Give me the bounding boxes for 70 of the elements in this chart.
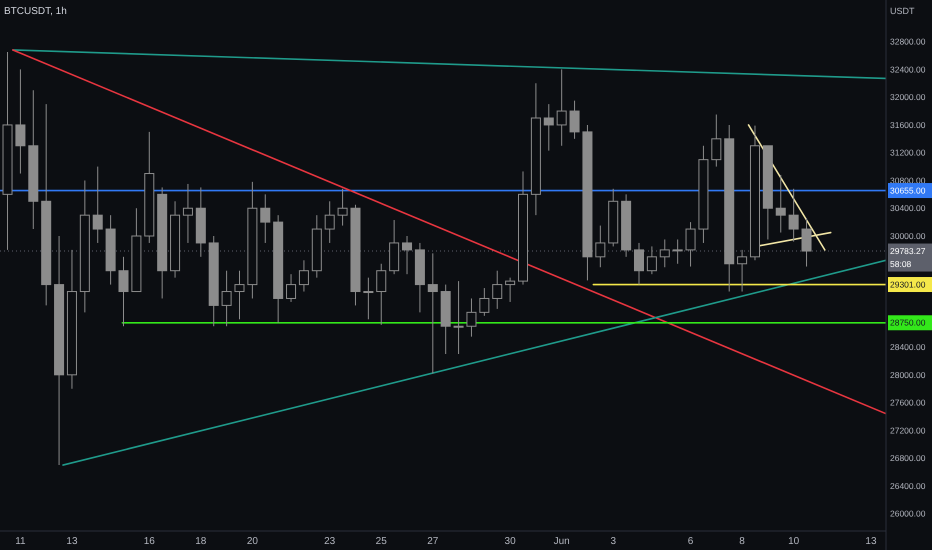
candlestick bbox=[118, 256, 129, 327]
y-tick-label: 32000.00 bbox=[890, 92, 926, 102]
y-tick-label: 31600.00 bbox=[890, 120, 926, 130]
candlestick bbox=[324, 200, 335, 244]
candlestick bbox=[711, 114, 722, 168]
candlestick bbox=[182, 183, 193, 244]
candlestick bbox=[634, 242, 644, 286]
candlestick bbox=[737, 249, 748, 292]
y-tick-label: 32800.00 bbox=[890, 36, 926, 47]
y-tick-label: 30000.00 bbox=[890, 230, 926, 241]
y-tick-label: 32400.00 bbox=[890, 64, 926, 74]
candlestick bbox=[298, 260, 309, 292]
ref-line-label: 29783.27 58:08 bbox=[890, 246, 926, 270]
y-tick-label: 26800.00 bbox=[890, 453, 926, 464]
x-tick-label: 10 bbox=[788, 536, 800, 547]
candlestick bbox=[776, 174, 786, 234]
y-tick-label: 28000.00 bbox=[890, 370, 926, 380]
x-tick-label: 20 bbox=[246, 536, 258, 547]
x-tick-label: 3 bbox=[610, 536, 616, 547]
y-axis-title: USDT bbox=[890, 6, 915, 16]
candlestick bbox=[286, 274, 296, 302]
candlestick bbox=[15, 68, 26, 174]
candlestick bbox=[660, 238, 670, 268]
candlestick bbox=[672, 238, 683, 264]
y-tick-label: 31200.00 bbox=[890, 148, 926, 158]
candlestick bbox=[492, 270, 502, 310]
candlestick bbox=[402, 236, 412, 275]
y-tick-label: 26000.00 bbox=[890, 508, 926, 519]
x-tick-label: 25 bbox=[376, 536, 388, 547]
candlestick bbox=[646, 246, 657, 275]
candlestick bbox=[363, 277, 374, 320]
x-tick-label: 16 bbox=[144, 536, 156, 547]
candlestick bbox=[376, 263, 386, 326]
annotation: 28750.00 bbox=[890, 318, 926, 328]
y-tick-label: 27600.00 bbox=[890, 398, 926, 408]
x-tick-label: 8 bbox=[739, 536, 746, 547]
candlestick bbox=[556, 68, 567, 146]
y-tick-label: 30800.00 bbox=[890, 175, 926, 186]
x-tick-label: 11 bbox=[15, 536, 26, 547]
x-tick-label: Jun bbox=[554, 536, 570, 547]
candlestick bbox=[92, 166, 103, 244]
x-tick-label: 30 bbox=[504, 536, 516, 547]
y-tick-label: 28400.00 bbox=[890, 342, 926, 352]
x-tick-label: 27 bbox=[427, 536, 439, 547]
candlestick bbox=[428, 252, 438, 374]
candlestick bbox=[788, 188, 799, 242]
y-tick-label: 30400.00 bbox=[890, 203, 926, 214]
candlestick bbox=[260, 194, 270, 244]
candlestick bbox=[570, 100, 580, 140]
candlestick bbox=[595, 225, 606, 268]
candlestick bbox=[234, 270, 244, 320]
candlestick bbox=[466, 298, 476, 338]
text: BTCUSDT, 1h bbox=[4, 6, 67, 17]
y-tick-label: 26400.00 bbox=[890, 480, 926, 491]
ref-line-label: 30655.00 bbox=[890, 186, 926, 196]
candlestick bbox=[222, 270, 232, 327]
x-tick-label: 18 bbox=[195, 536, 207, 547]
x-tick-label: 23 bbox=[324, 536, 336, 547]
x-tick-label: 13 bbox=[865, 536, 877, 547]
candlestick bbox=[686, 222, 696, 268]
x-tick-label: 13 bbox=[66, 536, 78, 547]
candlestick bbox=[544, 104, 554, 152]
candlestick bbox=[479, 288, 490, 316]
candlestick bbox=[454, 280, 464, 354]
candlestick bbox=[505, 277, 516, 302]
annotation: 29301.00 bbox=[890, 279, 926, 290]
candlestick bbox=[338, 188, 348, 226]
x-tick-label: 6 bbox=[688, 536, 694, 547]
candlestick bbox=[802, 217, 812, 268]
y-tick-label: 27200.00 bbox=[890, 425, 926, 436]
